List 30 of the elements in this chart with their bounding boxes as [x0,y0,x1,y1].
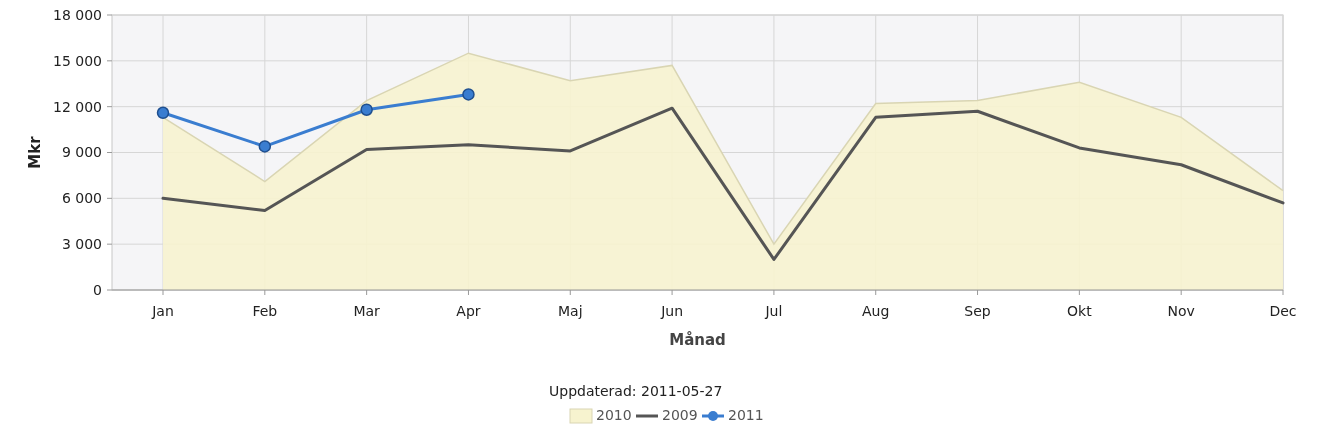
line-series [161,106,1285,261]
x-tick-label: Jul [764,303,783,319]
legend-label: 2011 [728,407,764,423]
x-tick-label: Okt [1067,303,1093,319]
x-tick-label: Feb [252,303,278,319]
x-tick-label: Sep [964,303,991,319]
y-tick-label: 3 000 [61,236,102,253]
x-tick-label: Maj [557,303,583,319]
x-tick-label: Jan [151,303,174,319]
point [258,140,272,153]
x-axis-title: Månad [669,331,726,349]
x-tick-label: Nov [1167,303,1195,319]
point [462,88,475,101]
y-tick-label: 15 000 [53,52,102,69]
x-tick-label: Jun [660,303,684,319]
y-tick-label: 12 000 [53,98,102,115]
x-tick-label: Dec [1269,303,1297,319]
legend-label: 2009 [662,407,698,423]
text: Uppdaterad: 2011-05-27 [549,383,723,399]
x-tick-label: Apr [456,303,481,319]
legend-label: 2010 [596,407,632,423]
y-axis-title: Mkr [26,135,44,169]
y-tick-label: 0 [93,281,102,298]
point [156,106,170,120]
x-tick-label: Mar [353,303,381,319]
x-tick-label: Aug [862,303,890,319]
y-tick-label: 6 000 [61,190,102,207]
y-tick-label: 9 000 [61,144,102,161]
point [360,103,373,116]
y-tick-label: 18 000 [53,6,102,23]
